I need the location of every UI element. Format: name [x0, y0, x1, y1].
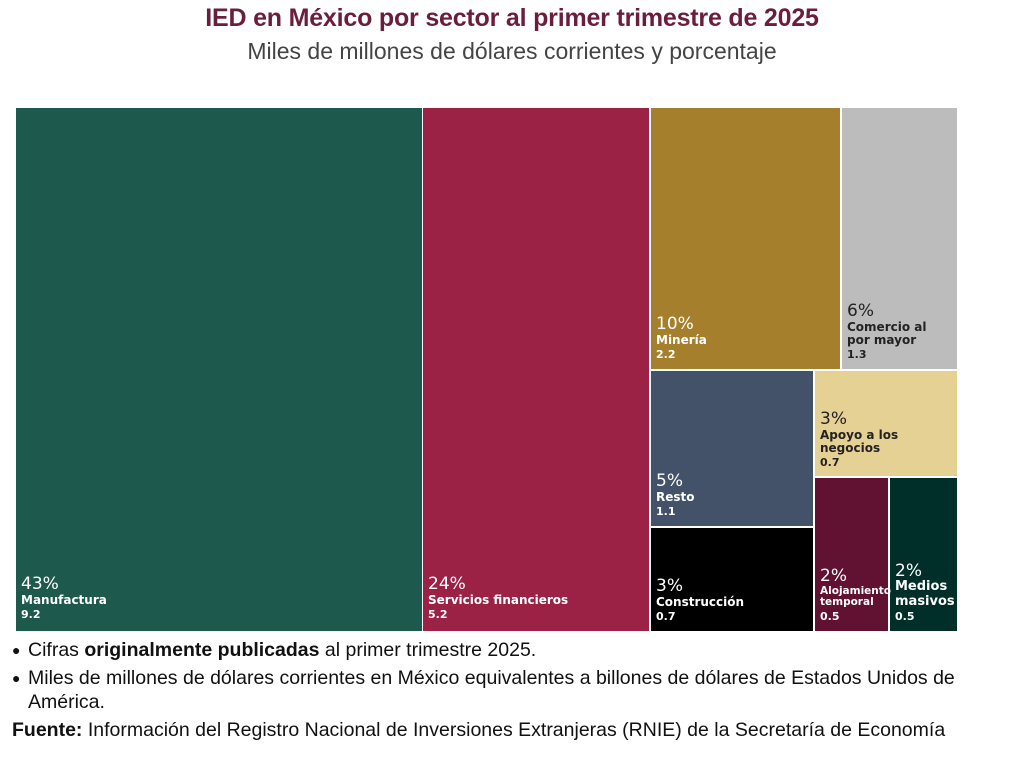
note-bullet: ● Miles de millones de dólares corriente… [12, 666, 1012, 715]
note-bullet: ● Cifras originalmente publicadas al pri… [12, 638, 1012, 663]
note-text: Miles de millones de dólares corrientes … [28, 666, 955, 714]
treemap-sector-label: Construcción [656, 594, 745, 609]
treemap-sector-label: Minería [656, 332, 707, 347]
treemap-label-medios-masivos: 2% Medios masivos 0.5 [895, 560, 955, 623]
treemap-value-label: 0.7 [656, 609, 676, 623]
treemap-percent-label: 5% [656, 471, 683, 492]
treemap-percent-label: 2% [895, 560, 922, 581]
treemap-percent-label: 3% [656, 576, 683, 597]
treemap-value-label: 2.2 [656, 347, 676, 361]
treemap-value-label: 0.5 [820, 609, 840, 623]
treemap-sector-label: Comercio al por mayor [847, 319, 927, 347]
treemap-percent-label: 3% [820, 408, 847, 429]
source-text: Información del Registro Nacional de Inv… [82, 718, 946, 741]
treemap-cell-apoyo-a-los-negocios [815, 371, 957, 476]
treemap-label-construccion: 3% Construcción 0.7 [656, 577, 796, 623]
treemap-value-label: 1.3 [847, 347, 867, 361]
treemap-label-manufactura: 43% Manufactura 9.2 [21, 575, 321, 621]
bullet-icon: ● [12, 669, 21, 686]
chart-subtitle: Miles de millones de dólares corrientes … [247, 38, 777, 64]
treemap-sector-label: Apoyo a los negocios [820, 427, 899, 455]
treemap-value-label: 0.7 [820, 455, 840, 469]
treemap-label-alojamiento-temporal: 2% Alojamiento temporal 0.5 [820, 566, 891, 623]
treemap-cell-comercio-al-por-mayor [842, 108, 957, 369]
treemap-sector-label: Servicios financieros [428, 592, 569, 607]
treemap-cell-resto [651, 371, 813, 526]
note-text: Cifras originalmente publicadas al prime… [28, 638, 536, 663]
source-label: Fuente: [12, 718, 83, 741]
treemap-percent-label: 10% [656, 314, 694, 335]
treemap-sector-label: Alojamiento temporal [820, 584, 891, 609]
treemap-cell-servicios-financieros [423, 108, 649, 631]
treemap-value-label: 1.1 [656, 504, 676, 518]
treemap-label-comercio-al-por-mayor: 6% Comercio al por mayor 1.3 [847, 302, 937, 361]
treemap-label-apoyo-a-los-negocios: 3% Apoyo a los negocios 0.7 [820, 410, 960, 469]
chart-notes: ● Cifras originalmente publicadas al pri… [12, 638, 1012, 742]
note-text-bold: originalmente publicadas [84, 639, 320, 661]
treemap-percent-label: 6% [847, 300, 874, 321]
treemap-percent-label: 24% [428, 574, 466, 595]
treemap-value-label: 9.2 [21, 607, 41, 621]
treemap-cell-mineria [651, 108, 840, 369]
treemap-label-servicios-financieros: 24% Servicios financieros 5.2 [428, 575, 628, 621]
treemap-sector-label: Resto [656, 489, 695, 504]
treemap-cell-construccion [651, 528, 813, 631]
treemap-value-label: 0.5 [895, 609, 915, 623]
treemap-cell-manufactura [16, 108, 422, 631]
treemap-value-label: 5.2 [428, 607, 448, 621]
treemap-cell-alojamiento-temporal [815, 478, 888, 631]
treemap-sector-label: Manufactura [21, 592, 107, 607]
treemap-percent-label: 43% [21, 574, 59, 595]
bullet-icon: ● [12, 642, 21, 658]
treemap-label-mineria: 10% Minería 2.2 [656, 315, 826, 361]
treemap-label-resto: 5% Resto 1.1 [656, 472, 796, 518]
source-note: Fuente: Información del Registro Naciona… [12, 718, 1012, 743]
chart-title: IED en México por sector al primer trime… [205, 4, 819, 32]
note-text-part: Cifras [28, 639, 85, 661]
note-text-part: al primer trimestre 2025. [319, 639, 537, 661]
treemap-sector-label: Medios masivos [895, 579, 955, 609]
treemap-cell-medios-masivos [890, 478, 957, 631]
treemap-percent-label: 2% [820, 566, 847, 587]
